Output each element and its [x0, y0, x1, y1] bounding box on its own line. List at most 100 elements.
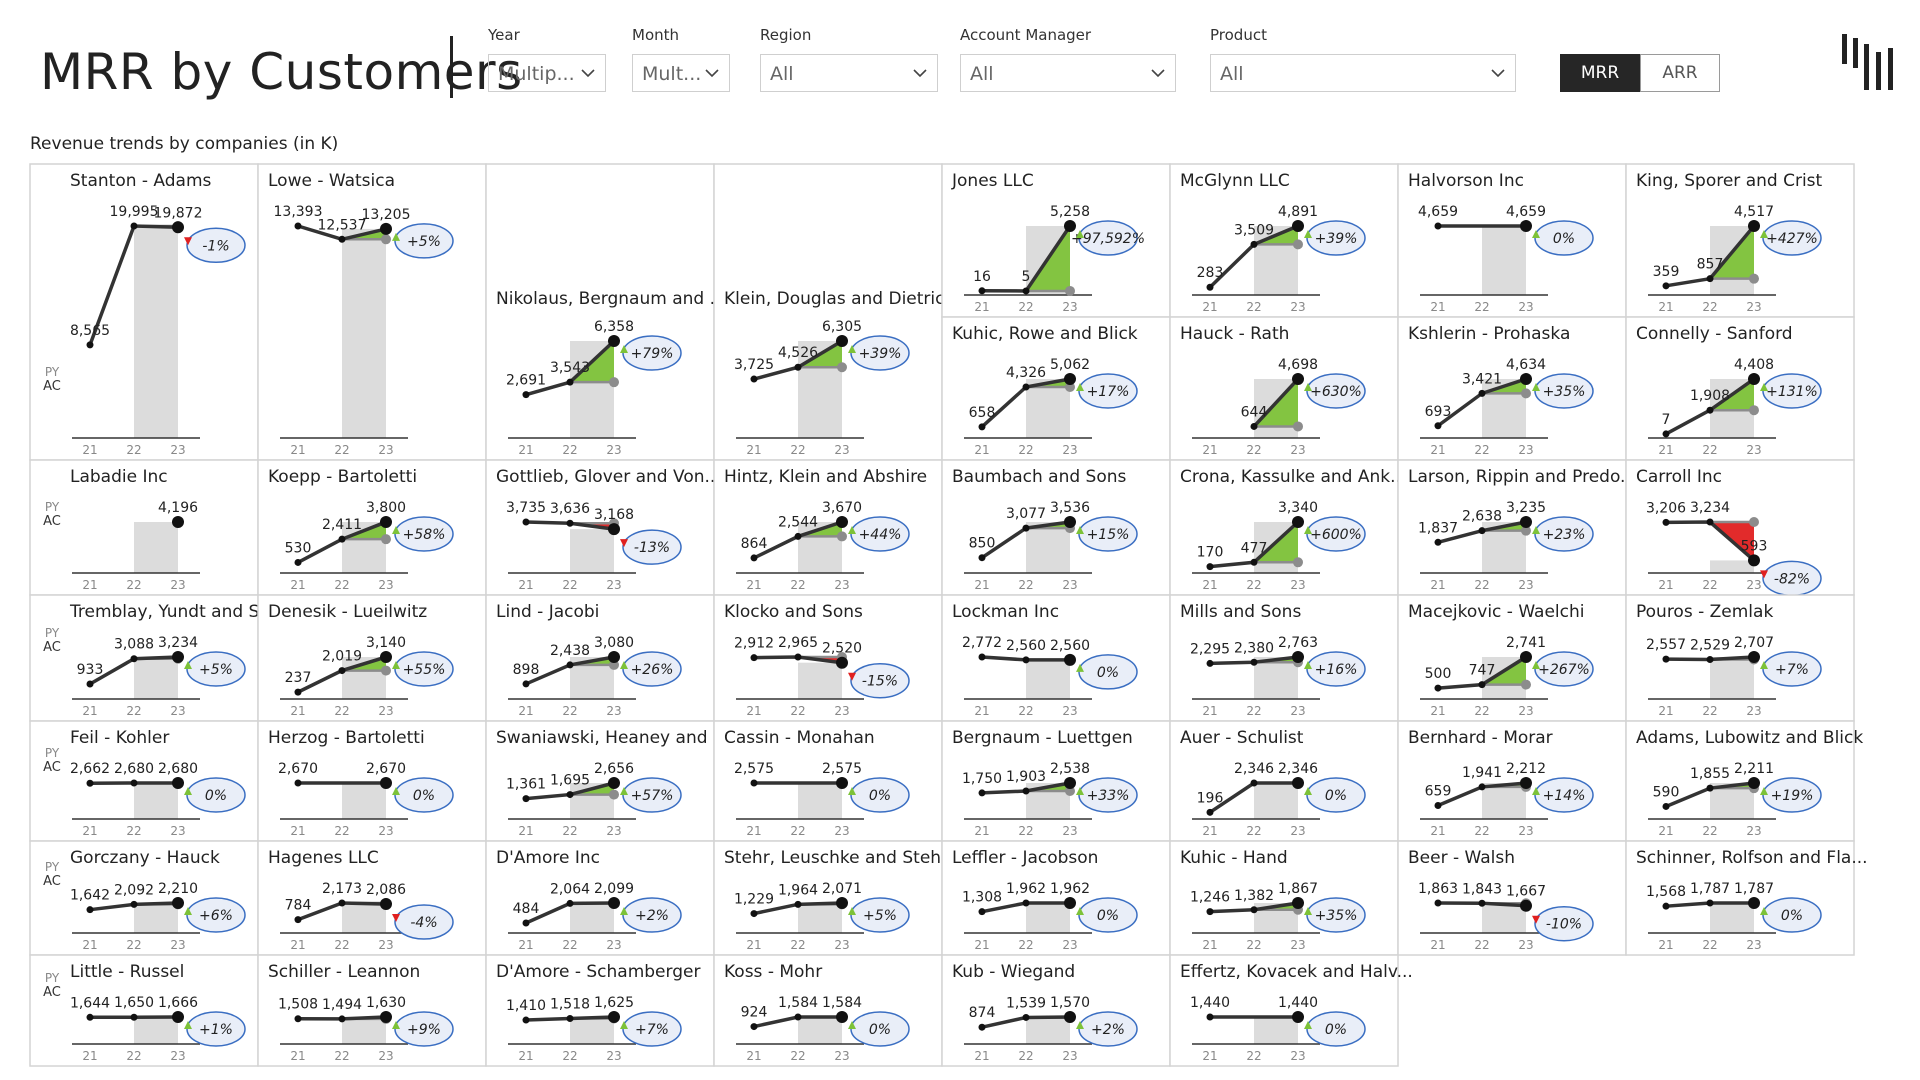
- trend-band: [1710, 903, 1754, 933]
- x-tick-label: 23: [606, 578, 621, 592]
- x-tick-label: 21: [746, 704, 761, 718]
- account-manager-dropdown-value: All: [970, 63, 994, 85]
- month-dropdown[interactable]: Mult...: [632, 54, 730, 92]
- x-tick-label: 23: [1062, 704, 1077, 718]
- ac-point: [1434, 538, 1442, 546]
- ac-point: [566, 519, 574, 527]
- legend-py-label: PY: [45, 971, 60, 985]
- tile-title: Crona, Kassulke and Ank...: [1180, 467, 1406, 487]
- py-point: [381, 234, 391, 245]
- filter-region-label: Region: [760, 26, 812, 44]
- data-label: 1,962: [1050, 881, 1090, 897]
- product-dropdown[interactable]: All: [1210, 54, 1516, 92]
- account-manager-dropdown[interactable]: All: [960, 54, 1176, 92]
- variance-badge: [186, 227, 246, 264]
- data-label: 2,211: [1734, 761, 1774, 777]
- trend-band: [1026, 379, 1070, 438]
- up-triangle-icon: [620, 907, 628, 915]
- data-label: 4,698: [1278, 357, 1318, 373]
- data-label: 2,912: [734, 636, 774, 652]
- ac-point: [794, 1013, 802, 1021]
- ac-point: [1292, 220, 1304, 232]
- ac-point: [1520, 373, 1532, 385]
- up-triangle-icon: [184, 661, 192, 669]
- tile-title: Koss - Mohr: [724, 962, 822, 982]
- up-triangle-icon: [1760, 383, 1768, 391]
- year-dropdown[interactable]: Multip...: [488, 54, 606, 92]
- data-label: 1,382: [1234, 888, 1274, 904]
- data-label: 2,662: [70, 761, 110, 777]
- data-label: 1,695: [550, 773, 590, 789]
- x-tick-label: 22: [790, 578, 805, 592]
- x-tick-label: 21: [974, 938, 989, 952]
- up-triangle-icon: [1076, 907, 1084, 915]
- x-tick-label: 21: [1430, 578, 1445, 592]
- x-tick-label: 21: [746, 578, 761, 592]
- x-tick-label: 23: [834, 1049, 849, 1063]
- trend-band: [798, 662, 842, 699]
- ac-point: [794, 653, 802, 661]
- x-tick-label: 22: [126, 938, 141, 952]
- ac-point: [750, 1023, 758, 1031]
- tile-frame: [257, 840, 487, 956]
- arr-toggle-button[interactable]: ARR: [1640, 54, 1720, 92]
- tile-title: Schiller - Leannon: [268, 962, 420, 982]
- x-tick-label: 23: [1746, 938, 1761, 952]
- x-tick-label: 23: [170, 824, 185, 838]
- x-tick-label: 23: [1290, 824, 1305, 838]
- ac-point: [836, 516, 848, 528]
- tile-title: D'Amore - Schamberger: [496, 962, 700, 982]
- ac-point: [1706, 784, 1714, 792]
- data-label: 1,843: [1462, 881, 1502, 897]
- chevron-down-icon: [913, 69, 927, 78]
- region-dropdown[interactable]: All: [760, 54, 938, 92]
- data-label: 477: [1241, 540, 1268, 556]
- filter-region: Region All: [760, 26, 938, 92]
- up-triangle-icon: [1532, 661, 1540, 669]
- data-label: 2,707: [1734, 635, 1774, 651]
- tile-title: Macejkovic - Waelchi: [1408, 602, 1585, 622]
- tile-title: Gorczany - Hauck: [70, 848, 220, 868]
- trend-band: [570, 529, 614, 573]
- data-label: 2,680: [158, 761, 198, 777]
- ac-point: [380, 1011, 392, 1023]
- filter-year: Year Multip...: [488, 26, 606, 92]
- x-tick-label: 22: [126, 443, 141, 457]
- variance-label: 0%: [1781, 908, 1803, 924]
- ac-point: [1478, 527, 1486, 535]
- trend-band: [1482, 783, 1526, 819]
- tile-title: Bernhard - Morar: [1408, 728, 1553, 748]
- tile-title: Gottlieb, Glover and Von...: [496, 467, 721, 487]
- x-tick-label: 22: [1246, 938, 1261, 952]
- ac-point: [1706, 275, 1714, 283]
- ac-point: [1706, 518, 1714, 526]
- ac-point: [1206, 1013, 1214, 1021]
- variance-label: +600%: [1310, 527, 1362, 543]
- variance-label: 0%: [1325, 788, 1347, 804]
- ac-point: [836, 656, 848, 669]
- ac-point: [522, 680, 530, 688]
- trend-band: [342, 904, 386, 933]
- x-tick-label: 22: [126, 824, 141, 838]
- month-dropdown-value: Mult...: [642, 63, 702, 85]
- data-label: 1,903: [1006, 769, 1046, 785]
- up-triangle-icon: [848, 345, 856, 353]
- x-tick-label: 21: [1430, 300, 1445, 314]
- ac-point: [608, 335, 620, 347]
- ac-point: [1520, 220, 1532, 232]
- legend-py-label: PY: [45, 626, 60, 640]
- data-label: 2,092: [114, 882, 154, 898]
- x-tick-label: 23: [1290, 704, 1305, 718]
- variance-label: -10%: [1546, 917, 1582, 933]
- ac-point: [1250, 240, 1258, 248]
- mrr-toggle-button[interactable]: MRR: [1560, 54, 1640, 92]
- py-point: [1293, 239, 1303, 250]
- legend-ac-label: AC: [43, 379, 61, 394]
- down-triangle-icon: [1532, 915, 1540, 924]
- data-label: 4,196: [158, 500, 198, 516]
- variance-label: +79%: [631, 346, 674, 362]
- tile-title: Effertz, Kovacek and Halv...: [1180, 962, 1413, 982]
- data-label: 1,650: [114, 995, 154, 1011]
- data-label: 2,071: [822, 881, 862, 897]
- variance-label: +427%: [1766, 231, 1818, 247]
